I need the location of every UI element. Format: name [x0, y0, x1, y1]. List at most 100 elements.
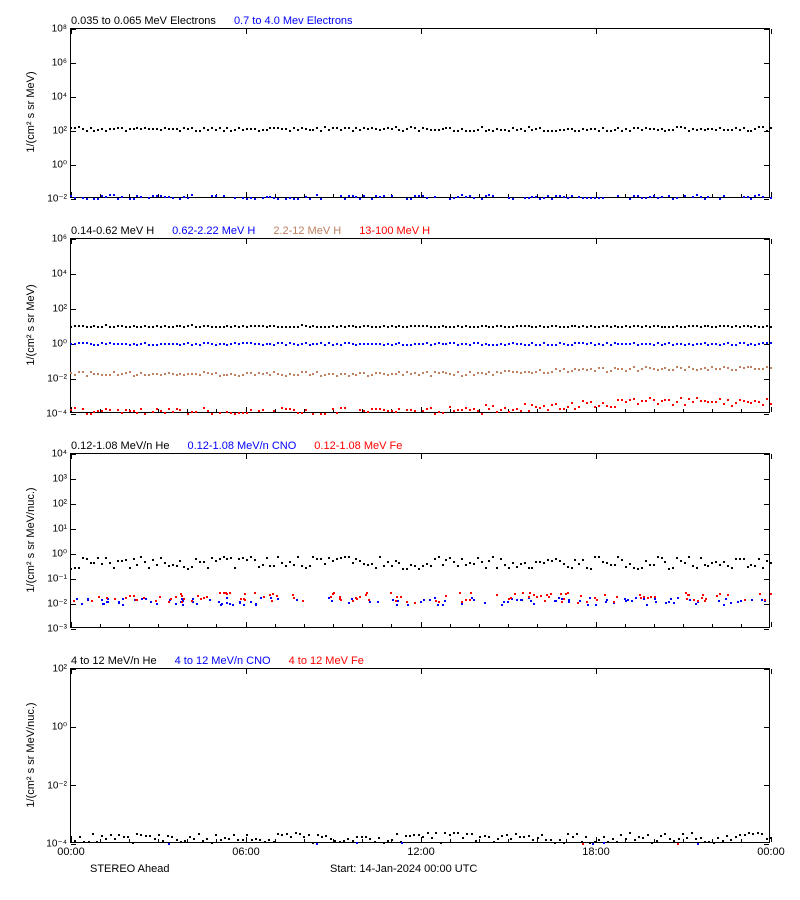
data-point: [301, 343, 303, 345]
data-point: [465, 343, 467, 345]
data-point: [754, 400, 756, 402]
data-point: [187, 128, 189, 130]
data-point: [462, 837, 464, 839]
data-point: [229, 592, 231, 594]
data-point: [70, 836, 72, 838]
data-point: [238, 375, 240, 377]
data-point: [359, 326, 361, 328]
data-point: [563, 196, 565, 198]
data-point: [657, 129, 659, 131]
data-point: [743, 342, 745, 344]
data-point: [191, 127, 193, 129]
data-point: [118, 834, 120, 836]
data-point: [199, 130, 201, 132]
data-point: [168, 408, 170, 410]
data-point: [334, 840, 336, 842]
data-point: [473, 599, 475, 601]
data-point: [121, 325, 123, 327]
data-point: [646, 604, 648, 606]
data-point: [234, 197, 236, 199]
data-point: [457, 344, 459, 346]
data-point: [571, 195, 573, 197]
data-point: [748, 832, 750, 834]
data-point: [239, 602, 241, 604]
data-point: [324, 374, 326, 376]
data-point: [379, 372, 381, 374]
data-point: [625, 838, 627, 840]
data-point: [418, 374, 420, 376]
data-point: [563, 343, 565, 345]
data-point: [586, 369, 588, 371]
data-point: [309, 344, 311, 346]
data-point: [473, 197, 475, 199]
data-point: [492, 556, 494, 558]
data-point: [418, 130, 420, 132]
y-axis-label: 1/(cm² s sr MeV/nuc.): [25, 665, 37, 845]
data-point: [551, 560, 553, 562]
data-point: [375, 343, 377, 345]
data-point: [594, 344, 596, 346]
data-point: [657, 369, 659, 371]
data-point: [692, 325, 694, 327]
data-point: [129, 326, 131, 328]
data-point: [547, 195, 549, 197]
data-point: [176, 374, 178, 376]
data-point: [101, 326, 103, 328]
data-point: [645, 343, 647, 345]
data-point: [434, 558, 436, 560]
data-point: [289, 342, 291, 344]
data-point: [336, 343, 338, 345]
data-point: [198, 833, 200, 835]
data-point: [243, 604, 245, 606]
data-point: [97, 557, 99, 559]
data-point: [367, 375, 369, 377]
data-point: [192, 598, 194, 600]
data-point: [223, 343, 225, 345]
data-point: [140, 326, 142, 328]
data-point: [629, 832, 631, 834]
data-point: [606, 130, 608, 132]
data-point: [641, 129, 643, 131]
data-point: [74, 325, 76, 327]
data-point: [551, 344, 553, 346]
xtick-label: 00:00: [57, 846, 85, 858]
data-point: [673, 840, 675, 842]
data-point: [707, 196, 709, 198]
data-point: [758, 368, 760, 370]
data-point: [171, 836, 173, 838]
data-point: [645, 325, 647, 327]
data-point: [348, 127, 350, 129]
data-point: [614, 325, 616, 327]
data-point: [332, 560, 334, 562]
data-point: [391, 410, 393, 412]
data-point: [744, 834, 746, 836]
data-point: [361, 836, 363, 838]
data-point: [602, 197, 604, 199]
data-point: [255, 838, 257, 840]
data-point: [97, 373, 99, 375]
data-point: [305, 128, 307, 130]
data-point: [438, 326, 440, 328]
data-point: [461, 343, 463, 345]
data-point: [395, 600, 397, 602]
data-point: [602, 367, 604, 369]
ytick-label: 10²: [53, 499, 67, 510]
data-point: [696, 369, 698, 371]
data-point: [195, 130, 197, 132]
data-point: [649, 196, 651, 198]
data-point: [277, 373, 279, 375]
data-point: [520, 128, 522, 130]
data-point: [352, 840, 354, 842]
data-point: [739, 558, 741, 560]
data-point: [332, 325, 334, 327]
data-point: [507, 601, 509, 603]
data-point: [129, 344, 131, 346]
ytick-label: 10⁴: [52, 449, 67, 460]
data-point: [485, 373, 487, 375]
data-point: [168, 372, 170, 374]
data-point: [168, 128, 170, 130]
data-point: [563, 408, 565, 410]
data-point: [82, 371, 84, 373]
data-point: [172, 343, 174, 345]
data-point: [352, 325, 354, 327]
